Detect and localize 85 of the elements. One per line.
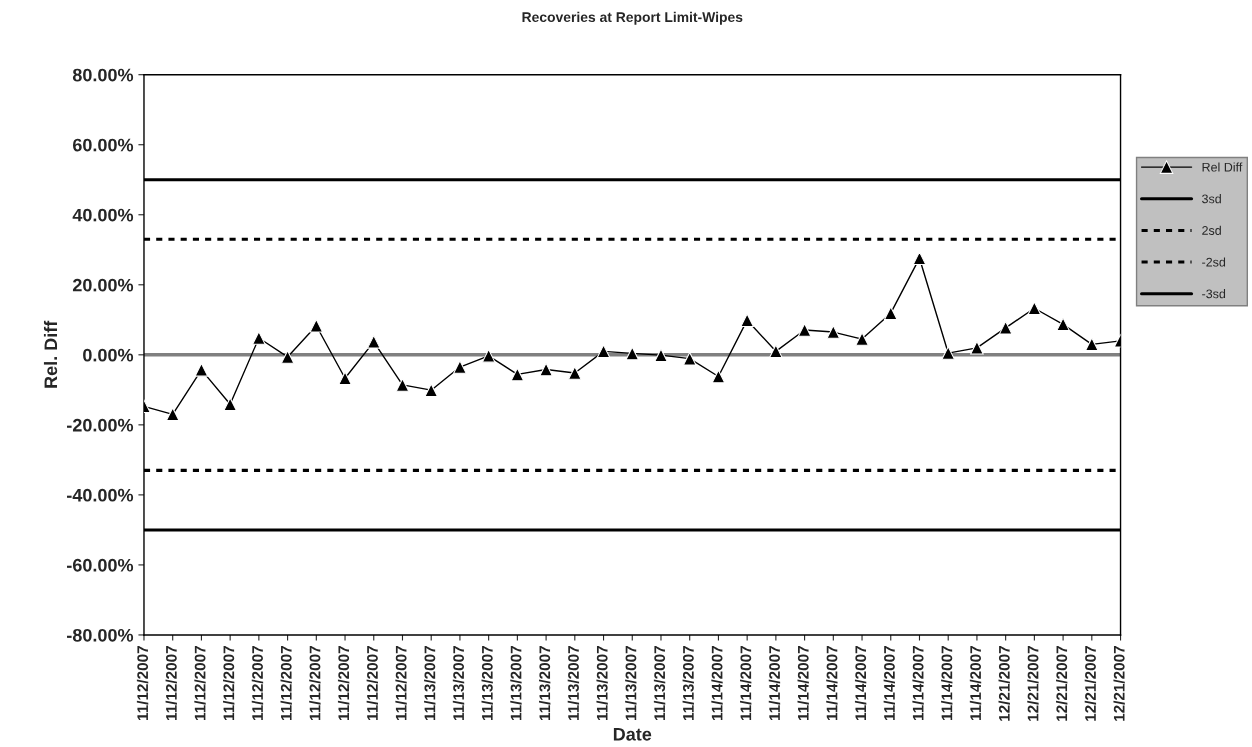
point bbox=[826, 325, 841, 339]
point bbox=[424, 383, 438, 397]
point bbox=[366, 335, 381, 349]
point bbox=[280, 350, 295, 364]
x-tick-label: 11/12/2007 bbox=[136, 646, 149, 721]
x-tick-label: 11/13/2007 bbox=[538, 646, 551, 721]
legend-label: 2sd bbox=[1202, 225, 1221, 235]
point bbox=[252, 331, 266, 345]
y-tick-label: -20.00% bbox=[67, 418, 134, 432]
x-tick-label: 11/14/2007 bbox=[740, 646, 752, 721]
point bbox=[481, 349, 496, 363]
x-tick-label: 11/14/2007 bbox=[826, 646, 838, 721]
point bbox=[740, 313, 754, 327]
x-tick-label: 11/13/2007 bbox=[481, 646, 493, 721]
point bbox=[970, 341, 984, 355]
x-tick-label: 11/13/2007 bbox=[625, 646, 637, 721]
x-tick-label: 11/13/2007 bbox=[567, 646, 580, 721]
point bbox=[309, 318, 324, 333]
y-tick-label: -80.00% bbox=[67, 628, 134, 642]
point bbox=[539, 362, 553, 377]
point bbox=[395, 378, 410, 392]
x-tick-label: 11/14/2007 bbox=[941, 646, 953, 721]
point bbox=[883, 306, 898, 320]
y-tick-label: 60.00% bbox=[72, 138, 134, 152]
x-axis-title: Date bbox=[613, 728, 652, 741]
point bbox=[510, 367, 525, 382]
x-tick-label: 11/14/2007 bbox=[912, 646, 924, 721]
x-tick-label: 11/13/2007 bbox=[653, 646, 666, 721]
point bbox=[1027, 301, 1042, 316]
x-tick-label: 11/12/2007 bbox=[223, 646, 235, 721]
x-tick-label: 12/21/2007 bbox=[1084, 646, 1097, 721]
x-tick-label: 11/12/2007 bbox=[280, 646, 292, 721]
point bbox=[941, 346, 955, 360]
y-tick-label: -60.00% bbox=[67, 558, 134, 572]
y-tick-label: -40.00% bbox=[67, 488, 134, 502]
y-tick-label: 40.00% bbox=[72, 208, 134, 222]
x-tick-label: 12/21/2007 bbox=[998, 646, 1010, 721]
x-tick-label: 11/12/2007 bbox=[165, 646, 177, 721]
point bbox=[568, 366, 582, 380]
point bbox=[453, 360, 467, 374]
point bbox=[625, 346, 640, 361]
x-tick-label: 11/12/2007 bbox=[251, 646, 264, 721]
x-tick-label: 11/14/2007 bbox=[883, 646, 896, 721]
x-tick-label: 11/12/2007 bbox=[366, 646, 379, 721]
y-tick-label: 0.00% bbox=[83, 348, 134, 362]
x-tick-label: 11/14/2007 bbox=[854, 646, 867, 721]
point bbox=[165, 407, 180, 422]
x-tick-label: 11/13/2007 bbox=[510, 646, 522, 721]
point bbox=[797, 323, 812, 337]
point bbox=[223, 397, 237, 411]
x-tick-label: 11/14/2007 bbox=[969, 646, 982, 721]
point bbox=[855, 332, 869, 346]
x-tick-label: 11/14/2007 bbox=[768, 646, 781, 721]
point bbox=[711, 369, 726, 384]
x-tick-label: 12/21/2007 bbox=[1027, 646, 1039, 721]
y-tick-label: 80.00% bbox=[72, 68, 134, 82]
point bbox=[194, 363, 209, 377]
point bbox=[912, 251, 927, 265]
x-tick-label: 11/13/2007 bbox=[682, 646, 694, 721]
x-tick-label: 12/21/2007 bbox=[1113, 646, 1125, 721]
x-tick-label: 11/13/2007 bbox=[424, 646, 436, 721]
x-tick-label: 11/13/2007 bbox=[452, 646, 465, 721]
x-tick-label: 12/21/2007 bbox=[1055, 646, 1068, 721]
point bbox=[1056, 317, 1070, 332]
x-tick-label: 11/12/2007 bbox=[309, 646, 321, 721]
x-tick-label: 11/13/2007 bbox=[596, 646, 608, 721]
point bbox=[596, 344, 611, 359]
x-tick-label: 11/12/2007 bbox=[395, 646, 407, 721]
y-tick-label: 20.00% bbox=[72, 278, 134, 292]
point bbox=[682, 351, 697, 366]
y-axis-title: Rel. Diff bbox=[43, 320, 58, 388]
x-tick-label: 11/12/2007 bbox=[194, 646, 206, 721]
legend-label: -2sd bbox=[1202, 257, 1226, 267]
point bbox=[769, 344, 783, 359]
legend-label: 3sd bbox=[1202, 194, 1221, 204]
x-tick-label: 11/14/2007 bbox=[797, 646, 809, 721]
chart-title: Recoveries at Report Limit-Wipes bbox=[522, 11, 743, 25]
point bbox=[654, 348, 668, 362]
point bbox=[998, 321, 1013, 335]
point bbox=[338, 371, 352, 386]
point bbox=[1085, 337, 1099, 352]
legend-label: Rel Diff bbox=[1202, 162, 1243, 172]
legend-label: -3sd bbox=[1202, 289, 1226, 299]
x-tick-label: 11/12/2007 bbox=[337, 646, 350, 721]
x-tick-label: 11/14/2007 bbox=[711, 646, 723, 721]
